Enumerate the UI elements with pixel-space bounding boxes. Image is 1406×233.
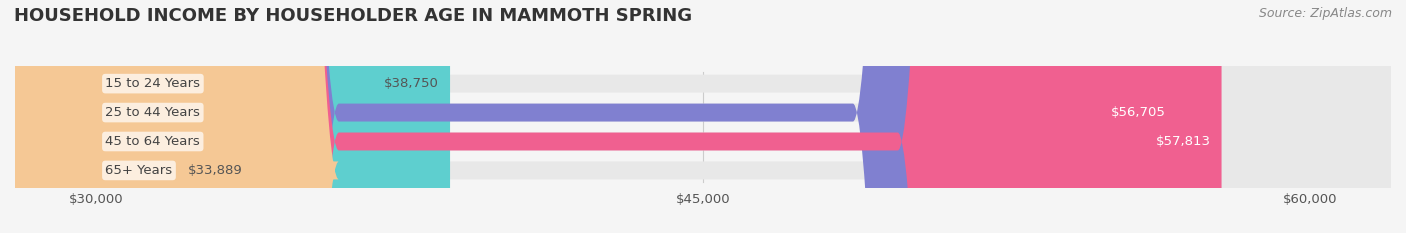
Text: $33,889: $33,889 [187,164,242,177]
FancyBboxPatch shape [15,0,1391,233]
FancyBboxPatch shape [15,0,1391,233]
FancyBboxPatch shape [0,0,339,233]
FancyBboxPatch shape [15,0,450,233]
Text: $38,750: $38,750 [384,77,439,90]
FancyBboxPatch shape [15,0,1391,233]
FancyBboxPatch shape [15,0,1222,233]
Text: $57,813: $57,813 [1156,135,1211,148]
FancyBboxPatch shape [15,0,1391,233]
Text: 25 to 44 Years: 25 to 44 Years [105,106,200,119]
Text: 15 to 24 Years: 15 to 24 Years [105,77,201,90]
Text: HOUSEHOLD INCOME BY HOUSEHOLDER AGE IN MAMMOTH SPRING: HOUSEHOLD INCOME BY HOUSEHOLDER AGE IN M… [14,7,692,25]
Text: $56,705: $56,705 [1111,106,1166,119]
Text: Source: ZipAtlas.com: Source: ZipAtlas.com [1258,7,1392,20]
Text: 45 to 64 Years: 45 to 64 Years [105,135,200,148]
FancyBboxPatch shape [15,0,1177,233]
Text: 65+ Years: 65+ Years [105,164,173,177]
